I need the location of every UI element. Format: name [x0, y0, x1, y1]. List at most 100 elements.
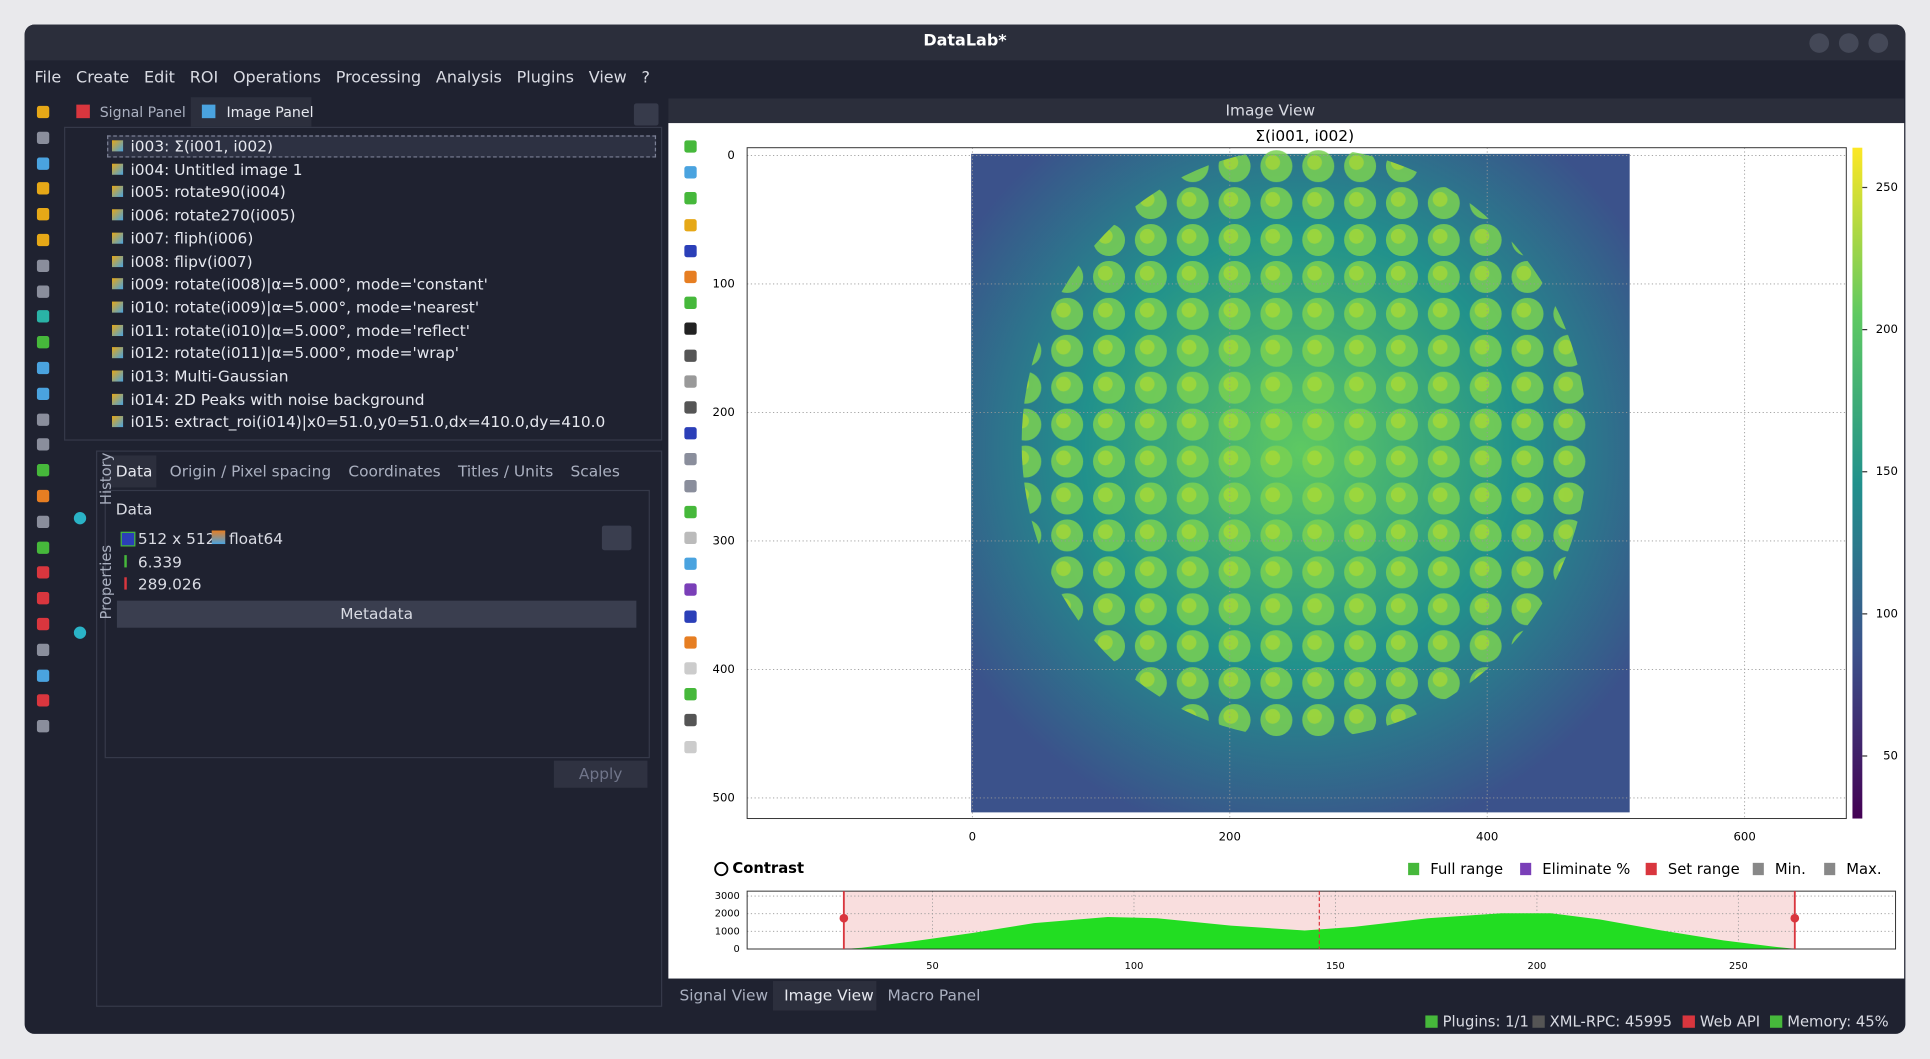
tool-icon[interactable]	[36, 182, 50, 195]
tab-icon	[76, 104, 90, 119]
tool-icon[interactable]	[36, 464, 50, 477]
tree-item[interactable]: i003: Σ(i001, i002)	[130, 136, 273, 156]
tree-item[interactable]: i007: fliph(i006)	[130, 228, 254, 248]
plot-tool[interactable]	[684, 740, 697, 753]
menu-item[interactable]: File	[34, 68, 62, 88]
tool-icon[interactable]	[36, 438, 50, 451]
tree-item[interactable]: i012: rotate(i011)|α=5.000°, mode='wrap'	[130, 343, 460, 363]
tree-item[interactable]: i010: rotate(i009)|α=5.000°, mode='neare…	[130, 297, 480, 317]
image-texture	[1021, 147, 1588, 739]
contrast-button[interactable]: Full range	[1430, 861, 1503, 878]
property-tab[interactable]: Data	[115, 461, 153, 481]
panel-tab[interactable]: Image Panel	[226, 103, 314, 121]
panel-menu-button[interactable]	[633, 103, 659, 126]
tree-item[interactable]: i011: rotate(i010)|α=5.000°, mode='refle…	[130, 320, 471, 340]
tool-icon[interactable]	[36, 566, 50, 579]
contrast-button[interactable]: Min.	[1775, 861, 1806, 878]
tree-item[interactable]: i015: extract_roi(i014)|x0=51.0,y0=51.0,…	[130, 412, 606, 432]
tool-icon[interactable]	[36, 259, 50, 272]
tree-item[interactable]: i005: rotate90(i004)	[130, 182, 286, 202]
properties-frame	[96, 450, 663, 1007]
contrast-button[interactable]: Eliminate %	[1542, 861, 1630, 878]
tool-icon[interactable]	[36, 336, 50, 349]
property-tab[interactable]: Titles / Units	[457, 461, 554, 481]
menu-item[interactable]: ROI	[189, 68, 219, 88]
plot-tool[interactable]	[684, 166, 697, 179]
tool-icon[interactable]	[36, 515, 50, 528]
tool-icon[interactable]	[36, 131, 50, 144]
plot-tool[interactable]	[684, 140, 697, 153]
tool-icon[interactable]	[36, 208, 50, 221]
property-tab[interactable]: Origin / Pixel spacing	[169, 461, 332, 481]
menu-item[interactable]: Analysis	[435, 68, 502, 88]
side-tab[interactable]: History	[97, 452, 115, 506]
tool-icon[interactable]	[36, 694, 50, 708]
bottom-tab[interactable]: Macro Panel	[887, 985, 981, 1005]
plot-tool[interactable]	[684, 714, 697, 727]
plot-tool[interactable]	[684, 453, 697, 466]
bottom-tab[interactable]: Signal View	[679, 985, 769, 1005]
plot-tool[interactable]	[684, 401, 697, 414]
plot-tool[interactable]	[684, 192, 697, 205]
tool-icon[interactable]	[36, 285, 50, 298]
tree-icon	[112, 393, 124, 405]
tree-item[interactable]: i014: 2D Peaks with noise background	[130, 389, 425, 409]
metadata-button[interactable]: Metadata	[116, 600, 637, 628]
view-button[interactable]	[601, 525, 632, 551]
plot-tool[interactable]	[684, 244, 697, 258]
tool-icon[interactable]	[36, 310, 50, 323]
tool-icon[interactable]	[36, 592, 50, 605]
panel-tab[interactable]: Signal Panel	[99, 103, 186, 121]
menu-item[interactable]: ?	[641, 68, 650, 88]
bottom-tab[interactable]: Image View	[784, 985, 874, 1005]
tool-icon[interactable]	[36, 387, 50, 400]
plot-tool[interactable]	[684, 583, 697, 597]
window-controls[interactable]	[1809, 33, 1898, 53]
tool-icon[interactable]	[36, 617, 50, 631]
plot-tool[interactable]	[684, 610, 697, 623]
tool-icon[interactable]	[36, 541, 50, 554]
plot-tool[interactable]	[684, 505, 697, 518]
plot-tool[interactable]	[684, 427, 697, 440]
tool-icon[interactable]	[36, 105, 50, 119]
menu-item[interactable]: Operations	[232, 68, 321, 88]
plot-tool[interactable]	[684, 479, 697, 492]
side-tab[interactable]: Properties	[97, 544, 115, 620]
plot-tool[interactable]	[684, 296, 697, 310]
menu-item[interactable]: Plugins	[516, 68, 574, 88]
menu-item[interactable]: View	[588, 68, 627, 88]
x-tick-label: 0	[969, 829, 976, 843]
tree-item[interactable]: i006: rotate270(i005)	[130, 205, 296, 225]
tree-item[interactable]: i009: rotate(i008)|α=5.000°, mode='const…	[130, 274, 488, 294]
property-tab[interactable]: Scales	[570, 461, 620, 481]
tool-icon[interactable]	[36, 361, 50, 375]
plot-tool[interactable]	[684, 531, 697, 545]
tool-icon[interactable]	[36, 413, 50, 426]
tool-icon[interactable]	[36, 669, 50, 682]
plot-tool[interactable]	[684, 349, 697, 362]
plot-tool[interactable]	[684, 270, 697, 284]
tool-icon[interactable]	[36, 643, 50, 656]
plot-tool[interactable]	[684, 688, 697, 701]
contrast-button[interactable]: Set range	[1668, 861, 1740, 878]
menu-item[interactable]: Edit	[143, 68, 175, 88]
tool-icon[interactable]	[36, 720, 50, 733]
plot-tool[interactable]	[684, 375, 697, 388]
menu-item[interactable]: Processing	[335, 68, 422, 88]
contrast-button[interactable]: Max.	[1846, 861, 1881, 878]
property-tab[interactable]: Coordinates	[348, 461, 441, 481]
plot-tool[interactable]	[684, 218, 697, 231]
x-tick-label: 400	[1476, 829, 1498, 843]
plot-tool[interactable]	[684, 322, 697, 336]
tool-icon[interactable]	[36, 157, 50, 170]
tree-item[interactable]: i008: flipv(i007)	[130, 251, 253, 271]
plot-tool[interactable]	[684, 636, 697, 649]
tree-item[interactable]: i004: Untitled image 1	[130, 159, 303, 179]
tool-icon[interactable]	[36, 489, 50, 503]
tool-icon[interactable]	[36, 233, 50, 247]
apply-button[interactable]: Apply	[553, 760, 648, 788]
plot-tool[interactable]	[684, 662, 697, 675]
tree-item[interactable]: i013: Multi-Gaussian	[130, 366, 289, 386]
plot-tool[interactable]	[684, 557, 697, 571]
menu-item[interactable]: Create	[76, 68, 130, 88]
